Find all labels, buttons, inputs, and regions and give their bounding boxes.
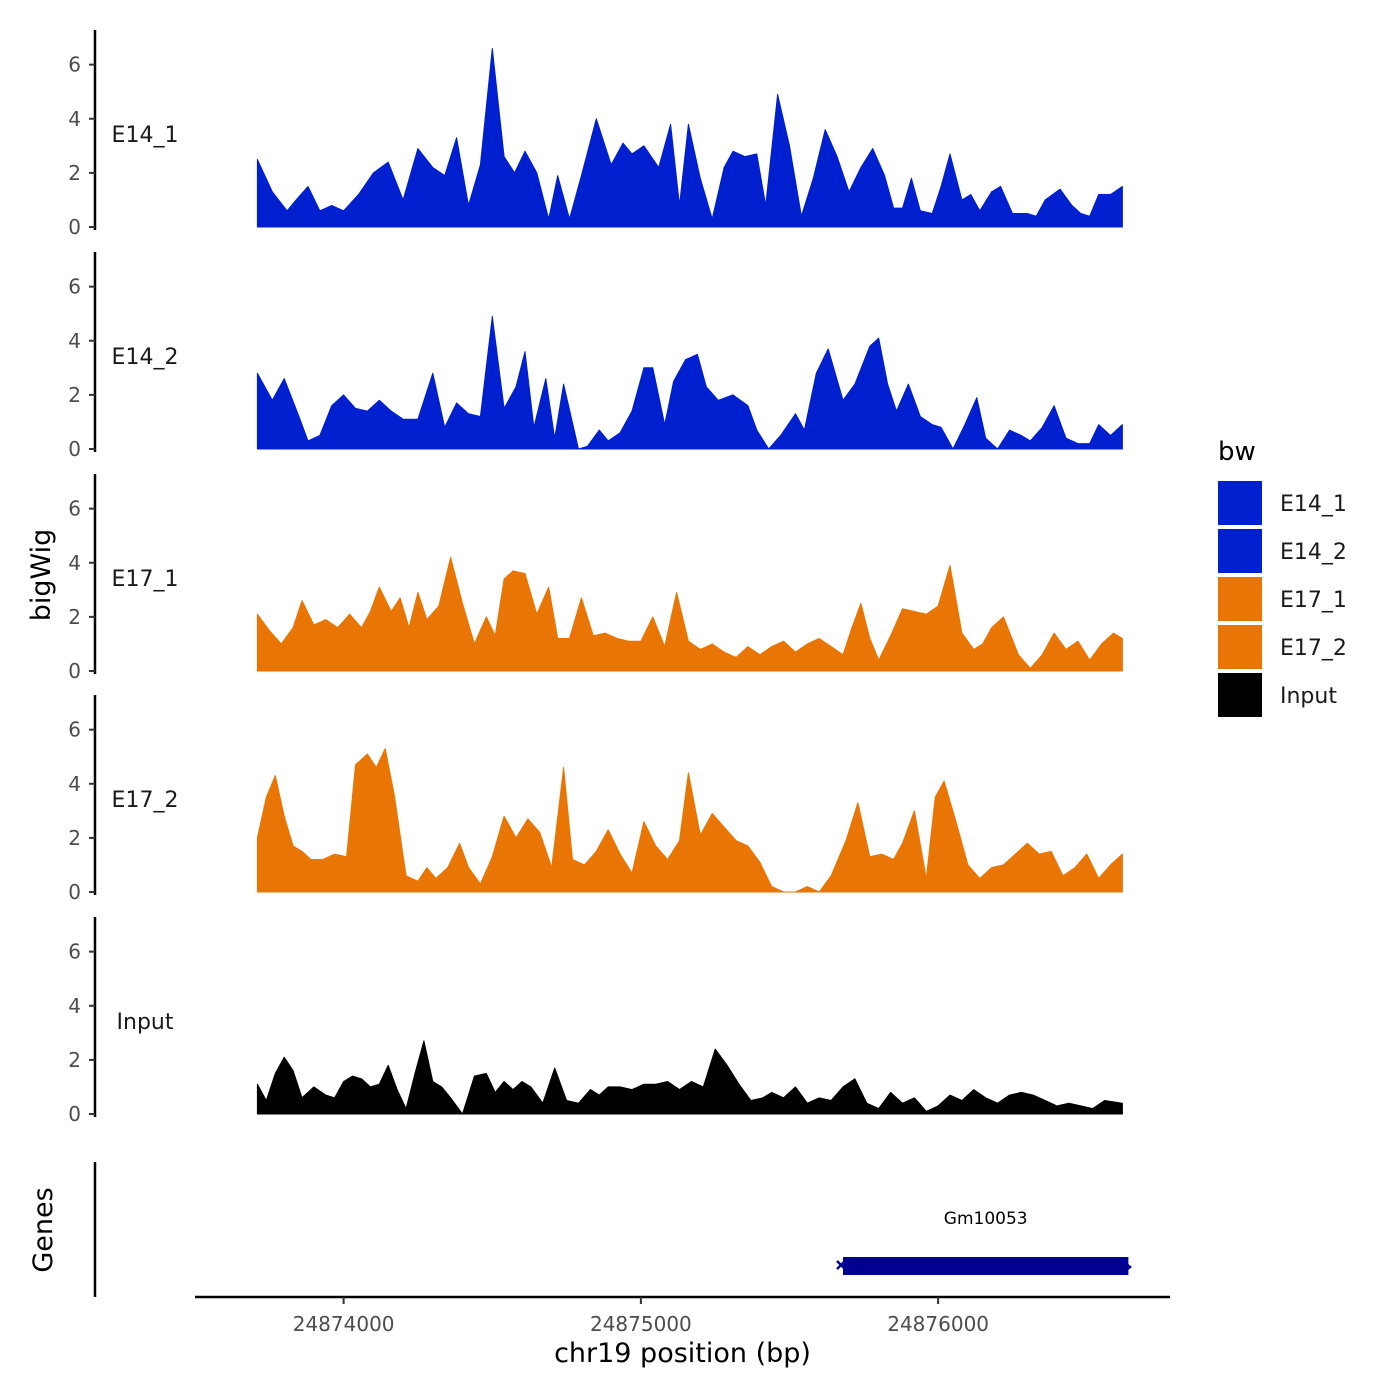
- track-label: E14_2: [112, 345, 179, 370]
- y-tick-label: 6: [68, 53, 81, 77]
- legend-entry-label: Input: [1280, 684, 1337, 709]
- coverage-tracks: 0 2 4 6 E14_1 0 2 4 6 E14_2 0 2 4 6 E17_1 0 2 4 6 E17_2 0 2 4 6…: [68, 30, 1123, 1126]
- genes-axis-title: Genes: [28, 1187, 59, 1272]
- y-tick-label: 6: [68, 275, 81, 299]
- x-axis: chr19 position (bp) 24874000 24875000 2487…: [195, 1295, 1170, 1369]
- legend-swatch: [1218, 673, 1262, 717]
- track-e17-1: 0 2 4 6 E17_1: [68, 474, 1123, 683]
- x-axis-title: chr19 position (bp): [554, 1338, 811, 1369]
- y-tick-label: 6: [68, 497, 81, 521]
- gene-gm10053: Gm10053: [836, 1209, 1132, 1275]
- track-e17-2: 0 2 4 6 E17_2: [68, 695, 1123, 904]
- gene-end-marker: [1124, 1262, 1132, 1272]
- coverage-area: [256, 1040, 1123, 1115]
- coverage-area: [256, 556, 1123, 672]
- legend-title: bw: [1218, 437, 1256, 467]
- gene-body: [843, 1257, 1129, 1275]
- x-tick-label: 24876000: [887, 1312, 989, 1336]
- y-tick-label: 6: [68, 718, 81, 742]
- y-tick-label: 4: [68, 772, 81, 796]
- y-tick-label: 4: [68, 551, 81, 575]
- gene-label: Gm10053: [944, 1209, 1028, 1229]
- y-tick-label: 0: [68, 880, 81, 904]
- coverage-area: [256, 47, 1123, 228]
- track-input: 0 2 4 6 Input: [68, 917, 1123, 1126]
- genes-panel: Genes Gm10053: [28, 1162, 1132, 1297]
- legend-swatch: [1218, 625, 1262, 669]
- track-label: E14_1: [112, 123, 179, 148]
- y-tick-label: 0: [68, 659, 81, 683]
- y-tick-label: 4: [68, 329, 81, 353]
- legend-swatch: [1218, 577, 1262, 621]
- y-tick-label: 4: [68, 107, 81, 131]
- legend-swatch: [1218, 481, 1262, 525]
- coverage-area: [256, 315, 1123, 450]
- track-e14-1: 0 2 4 6 E14_1: [68, 30, 1123, 239]
- coverage-area: [256, 748, 1123, 893]
- y-tick-label: 2: [68, 383, 81, 407]
- track-e14-2: 0 2 4 6 E14_2: [68, 252, 1123, 461]
- y-tick-label: 2: [68, 605, 81, 629]
- legend-entry-label: E14_2: [1280, 540, 1347, 565]
- legend-swatch: [1218, 529, 1262, 573]
- y-tick-label: 0: [68, 215, 81, 239]
- gene-start-marker: [836, 1260, 846, 1270]
- y-tick-label: 6: [68, 940, 81, 964]
- y-tick-label: 2: [68, 826, 81, 850]
- legend-entry-label: E17_1: [1280, 588, 1347, 613]
- x-tick-label: 24875000: [590, 1312, 692, 1336]
- y-tick-label: 0: [68, 1102, 81, 1126]
- y-tick-label: 4: [68, 994, 81, 1018]
- y-tick-label: 0: [68, 437, 81, 461]
- legend: bw E14_1 E14_2 E17_1 E17_2 Input: [1218, 437, 1347, 717]
- y-axis-title: bigWig: [26, 529, 57, 622]
- legend-entry-label: E14_1: [1280, 492, 1347, 517]
- x-tick-label: 24874000: [293, 1312, 395, 1336]
- track-label: Input: [117, 1010, 174, 1035]
- track-label: E17_2: [112, 788, 179, 813]
- y-tick-label: 2: [68, 1048, 81, 1072]
- track-label: E17_1: [112, 567, 179, 592]
- y-tick-label: 2: [68, 161, 81, 185]
- legend-entry-label: E17_2: [1280, 636, 1347, 661]
